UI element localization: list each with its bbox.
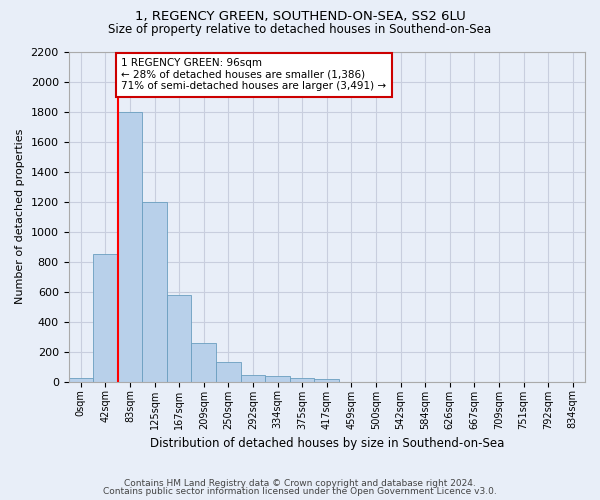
Bar bbox=[290, 378, 314, 382]
Y-axis label: Number of detached properties: Number of detached properties bbox=[15, 129, 25, 304]
Bar bbox=[191, 344, 216, 382]
Bar bbox=[241, 375, 265, 382]
Bar bbox=[314, 380, 339, 382]
Text: Contains public sector information licensed under the Open Government Licence v3: Contains public sector information licen… bbox=[103, 487, 497, 496]
Bar bbox=[216, 362, 241, 382]
Text: Size of property relative to detached houses in Southend-on-Sea: Size of property relative to detached ho… bbox=[109, 22, 491, 36]
Bar bbox=[118, 112, 142, 382]
X-axis label: Distribution of detached houses by size in Southend-on-Sea: Distribution of detached houses by size … bbox=[149, 437, 504, 450]
Bar bbox=[93, 254, 118, 382]
Text: Contains HM Land Registry data © Crown copyright and database right 2024.: Contains HM Land Registry data © Crown c… bbox=[124, 478, 476, 488]
Bar bbox=[142, 202, 167, 382]
Bar bbox=[265, 376, 290, 382]
Bar bbox=[68, 378, 93, 382]
Text: 1, REGENCY GREEN, SOUTHEND-ON-SEA, SS2 6LU: 1, REGENCY GREEN, SOUTHEND-ON-SEA, SS2 6… bbox=[134, 10, 466, 23]
Text: 1 REGENCY GREEN: 96sqm
← 28% of detached houses are smaller (1,386)
71% of semi-: 1 REGENCY GREEN: 96sqm ← 28% of detached… bbox=[121, 58, 386, 92]
Bar bbox=[167, 294, 191, 382]
